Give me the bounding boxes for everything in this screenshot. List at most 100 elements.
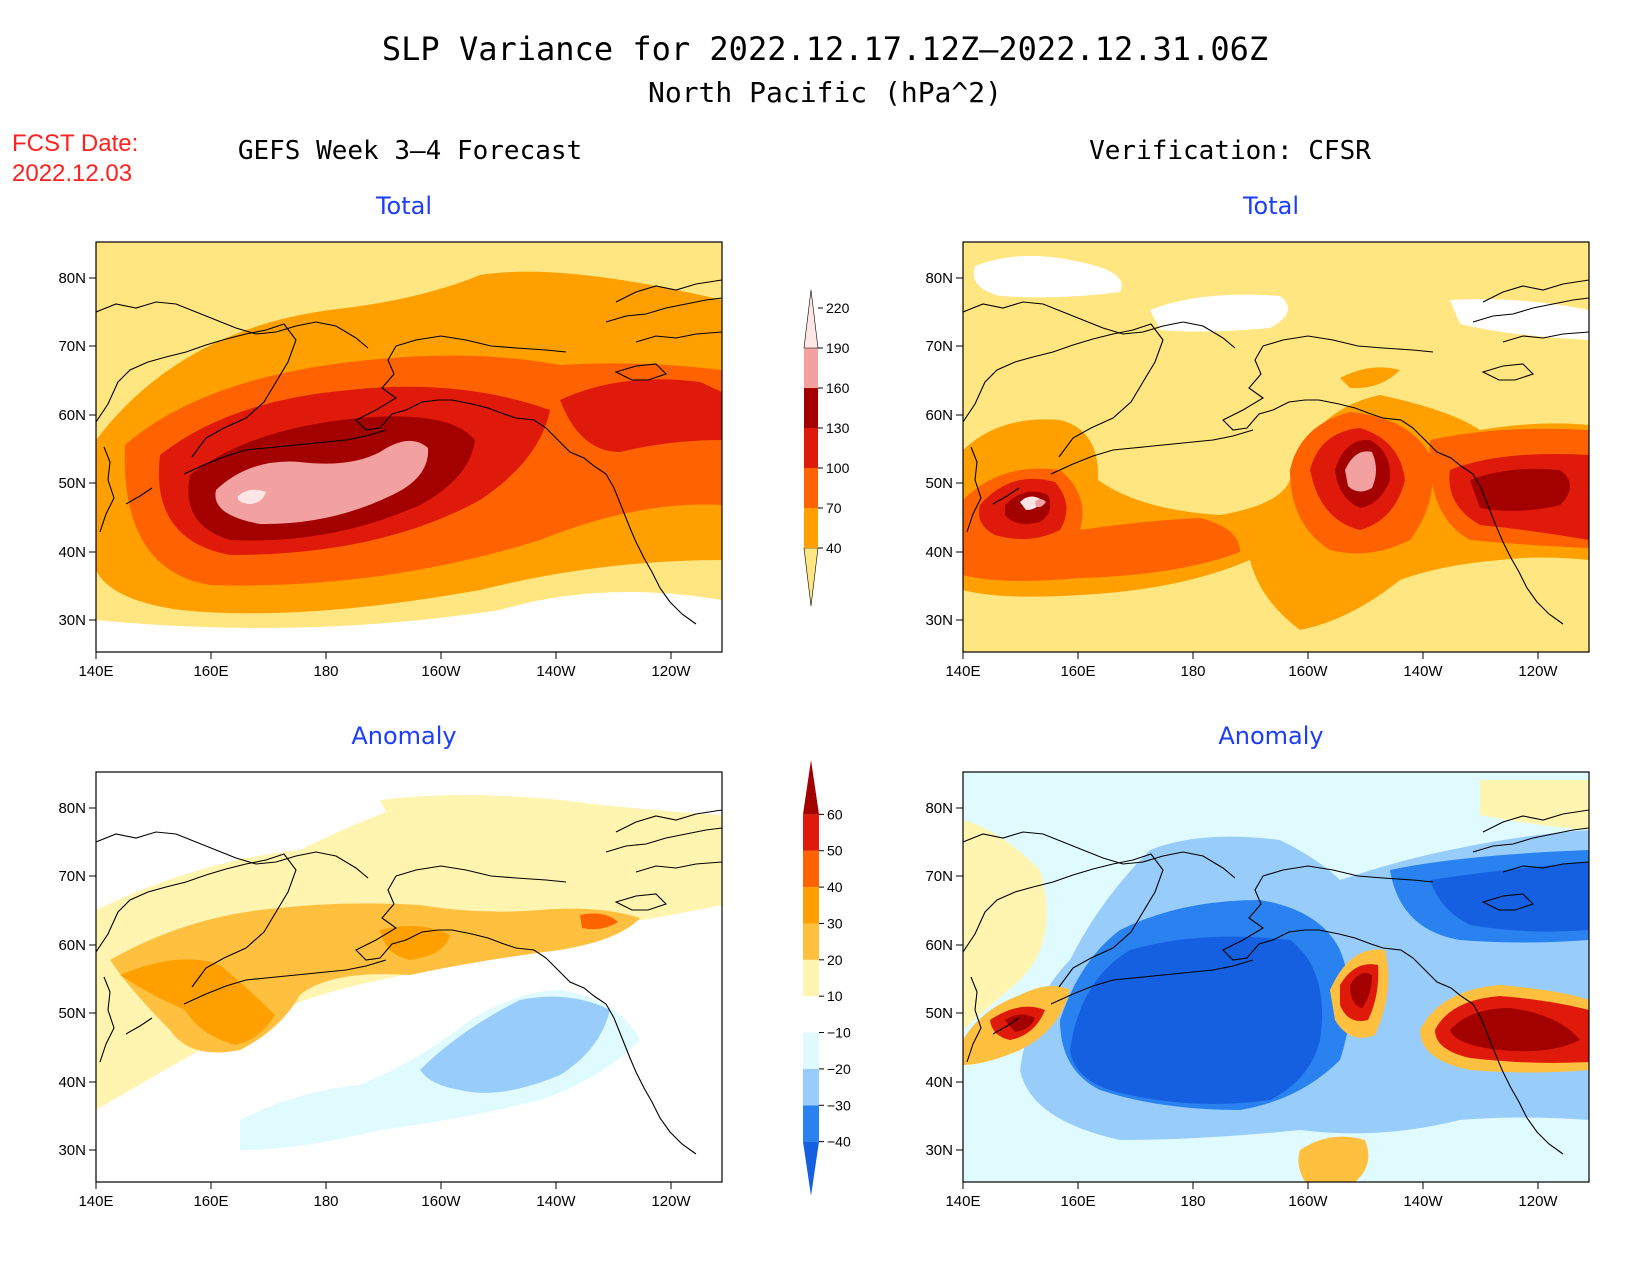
lat-tick-label: 50N: [58, 1005, 86, 1022]
colorbar-swatch: [804, 348, 818, 388]
colorbar-label: −10: [827, 1025, 851, 1041]
lat-tick-label: 30N: [925, 612, 953, 629]
colorbar-swatch: [803, 814, 819, 851]
colorbar-swatch: [803, 1032, 819, 1069]
colorbar-label: 60: [827, 806, 843, 822]
lat-tick-label: 70N: [925, 338, 953, 355]
figure-subtitle: North Pacific (hPa^2): [647, 76, 1002, 109]
lat-tick-label: 70N: [58, 868, 86, 885]
map-forecast-total: [95, 241, 723, 653]
lon-tick-label: 120W: [651, 1193, 691, 1210]
lon-tick-label: 160W: [421, 663, 461, 680]
colorbar-label: 40: [827, 879, 843, 895]
left-column-title: GEFS Week 3–4 Forecast: [237, 136, 583, 166]
colorbar-anomaly: −40 −30 −20 −10 10 20 30 40 50 60: [803, 760, 851, 1196]
colorbar-swatch: [803, 959, 819, 997]
colorbar-swatch: [804, 508, 818, 548]
lon-tick-label: 140W: [536, 1193, 576, 1210]
panel-title-forecast-anomaly: Anomaly: [351, 722, 457, 750]
lat-tick-label: 50N: [925, 1005, 953, 1022]
colorbar-label: −20: [827, 1061, 851, 1077]
lat-tick-label: 80N: [58, 800, 86, 817]
lat-tick-label: 30N: [58, 612, 86, 629]
colorbar-swatch: [803, 887, 819, 924]
colorbar-label: 130: [826, 420, 850, 436]
lat-tick-label: 80N: [925, 270, 953, 287]
lon-tick-label: 180: [313, 663, 338, 680]
lat-tick-label: 80N: [58, 270, 86, 287]
lat-tick-label: 30N: [58, 1142, 86, 1159]
colorbar-label: −30: [827, 1097, 851, 1113]
colorbar-label: 70: [826, 500, 842, 516]
colorbar-swatch: [803, 760, 819, 815]
lat-tick-label: 70N: [925, 868, 953, 885]
lon-tick-label: 180: [1180, 663, 1205, 680]
lon-tick-label: 140E: [78, 1193, 113, 1210]
lon-tick-label: 140W: [536, 663, 576, 680]
lon-tick-label: 140E: [945, 1193, 980, 1210]
colorbar-swatch: [803, 1068, 819, 1106]
panel-title-forecast-total: Total: [375, 192, 433, 220]
fcst-date-value: 2022.12.03: [12, 160, 133, 187]
colorbar-label: 40: [826, 540, 842, 556]
lon-tick-label: 140E: [945, 663, 980, 680]
lon-tick-label: 140E: [78, 663, 113, 680]
lon-tick-label: 140W: [1403, 1193, 1443, 1210]
fcst-date-label: FCST Date:: [12, 130, 139, 157]
lat-tick-label: 40N: [925, 544, 953, 561]
colorbar-label: 10: [827, 988, 843, 1004]
colorbar-swatch: [803, 1141, 819, 1196]
lon-tick-label: 120W: [1518, 663, 1558, 680]
lon-tick-label: 120W: [1518, 1193, 1558, 1210]
lat-tick-label: 50N: [925, 475, 953, 492]
panel-title-verification-total: Total: [1242, 192, 1300, 220]
figure-title: SLP Variance for 2022.12.17.12Z–2022.12.…: [381, 30, 1269, 68]
lon-tick-label: 160W: [1288, 1193, 1328, 1210]
lat-tick-label: 40N: [58, 544, 86, 561]
lon-tick-label: 160E: [193, 663, 228, 680]
colorbar-swatch: [803, 923, 819, 960]
map-verification-anomaly: [962, 771, 1590, 1183]
map-verification-total: [962, 241, 1590, 653]
colorbar-label: 100: [826, 460, 850, 476]
lat-tick-label: 40N: [58, 1074, 86, 1091]
lat-tick-label: 60N: [925, 937, 953, 954]
colorbar-label: 160: [826, 380, 850, 396]
colorbar-label: 50: [827, 843, 843, 859]
lon-tick-label: 160E: [193, 1193, 228, 1210]
lat-tick-label: 70N: [58, 338, 86, 355]
lon-tick-label: 180: [1180, 1193, 1205, 1210]
colorbar-label: 30: [827, 915, 843, 931]
colorbar-swatch: [804, 388, 818, 428]
lat-tick-label: 80N: [925, 800, 953, 817]
lon-tick-label: 160W: [421, 1193, 461, 1210]
lon-tick-label: 160E: [1060, 663, 1095, 680]
right-column-title: Verification: CFSR: [1089, 136, 1371, 166]
lat-tick-label: 30N: [925, 1142, 953, 1159]
lon-tick-label: 160E: [1060, 1193, 1095, 1210]
colorbar-total: 40 70 100 130 160 190 220: [803, 289, 850, 607]
lon-tick-label: 140W: [1403, 663, 1443, 680]
lon-tick-label: 160W: [1288, 663, 1328, 680]
lat-tick-label: 40N: [925, 1074, 953, 1091]
colorbar-swatch: [803, 289, 819, 349]
colorbar-label: 220: [826, 300, 850, 316]
lat-tick-label: 60N: [925, 407, 953, 424]
colorbar-swatch: [803, 1105, 819, 1142]
lat-tick-label: 50N: [58, 475, 86, 492]
lat-tick-label: 60N: [58, 937, 86, 954]
colorbar-swatch: [803, 547, 819, 607]
colorbar-label: 20: [827, 952, 843, 968]
lon-tick-label: 120W: [651, 663, 691, 680]
colorbar-swatch: [803, 850, 819, 888]
lon-tick-label: 180: [313, 1193, 338, 1210]
panel-title-verification-anomaly: Anomaly: [1218, 722, 1324, 750]
lat-tick-label: 60N: [58, 407, 86, 424]
colorbar-swatch: [803, 996, 819, 1033]
colorbar-swatch: [804, 428, 818, 468]
colorbar-label: 190: [826, 340, 850, 356]
map-forecast-anomaly: [95, 771, 723, 1183]
colorbar-label: −40: [827, 1134, 851, 1150]
colorbar-swatch: [804, 468, 818, 508]
